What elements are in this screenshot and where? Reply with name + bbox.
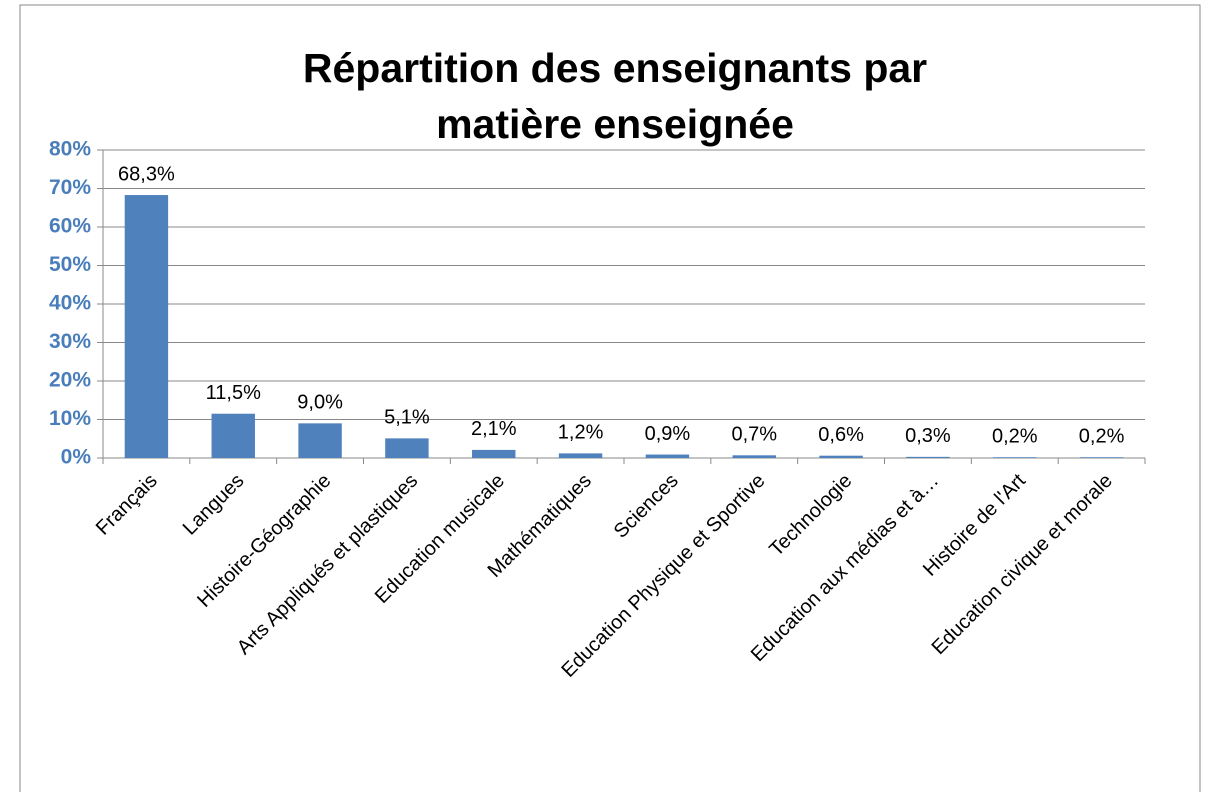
y-tick-label: 0% <box>61 446 92 469</box>
bar <box>732 455 776 458</box>
value-label: 0,2% <box>1079 426 1125 448</box>
y-tick-label: 70% <box>49 176 91 199</box>
x-tick-label: Sciences <box>610 470 683 543</box>
bar <box>472 449 516 458</box>
bar <box>1079 457 1124 458</box>
chart-frame <box>19 4 1201 792</box>
bar <box>993 457 1037 458</box>
bar <box>124 195 169 459</box>
bar <box>906 456 950 458</box>
x-tick-label: Technologie <box>765 470 856 561</box>
value-label: 0,7% <box>731 424 777 446</box>
bar <box>558 453 603 458</box>
x-tick-label: Arts Appliqués et plastiques <box>233 470 422 659</box>
value-label: 9,0% <box>297 392 343 414</box>
value-label: 2,1% <box>471 418 517 440</box>
x-tick-label: Français <box>92 470 162 540</box>
y-tick-label: 60% <box>49 215 91 238</box>
y-tick-label: 10% <box>49 407 91 430</box>
value-label: 5,1% <box>384 407 430 429</box>
y-tick-label: 50% <box>49 253 91 276</box>
x-tick-label: Education civique et morale <box>928 470 1117 659</box>
y-tick-label: 20% <box>49 369 91 392</box>
bar <box>211 413 255 458</box>
x-tick-label: Education aux médias et à… <box>747 470 943 666</box>
value-label: 11,5% <box>206 382 261 404</box>
bar <box>819 455 863 458</box>
y-tick-label: 80% <box>49 138 91 161</box>
value-label: 0,9% <box>645 423 691 445</box>
value-label: 0,2% <box>992 426 1038 448</box>
y-tick-label: 40% <box>49 292 91 315</box>
value-label: 68,3% <box>118 163 175 185</box>
chart-title: Répartition des enseignants par matière … <box>302 45 928 147</box>
value-label: 1,2% <box>558 422 604 444</box>
bar <box>645 454 690 458</box>
bar <box>298 423 342 458</box>
bar <box>385 438 429 458</box>
value-label: 0,6% <box>818 424 864 446</box>
x-tick-label: Langues <box>179 470 249 540</box>
y-tick-label: 30% <box>49 330 91 353</box>
value-label: 0,3% <box>905 425 951 447</box>
